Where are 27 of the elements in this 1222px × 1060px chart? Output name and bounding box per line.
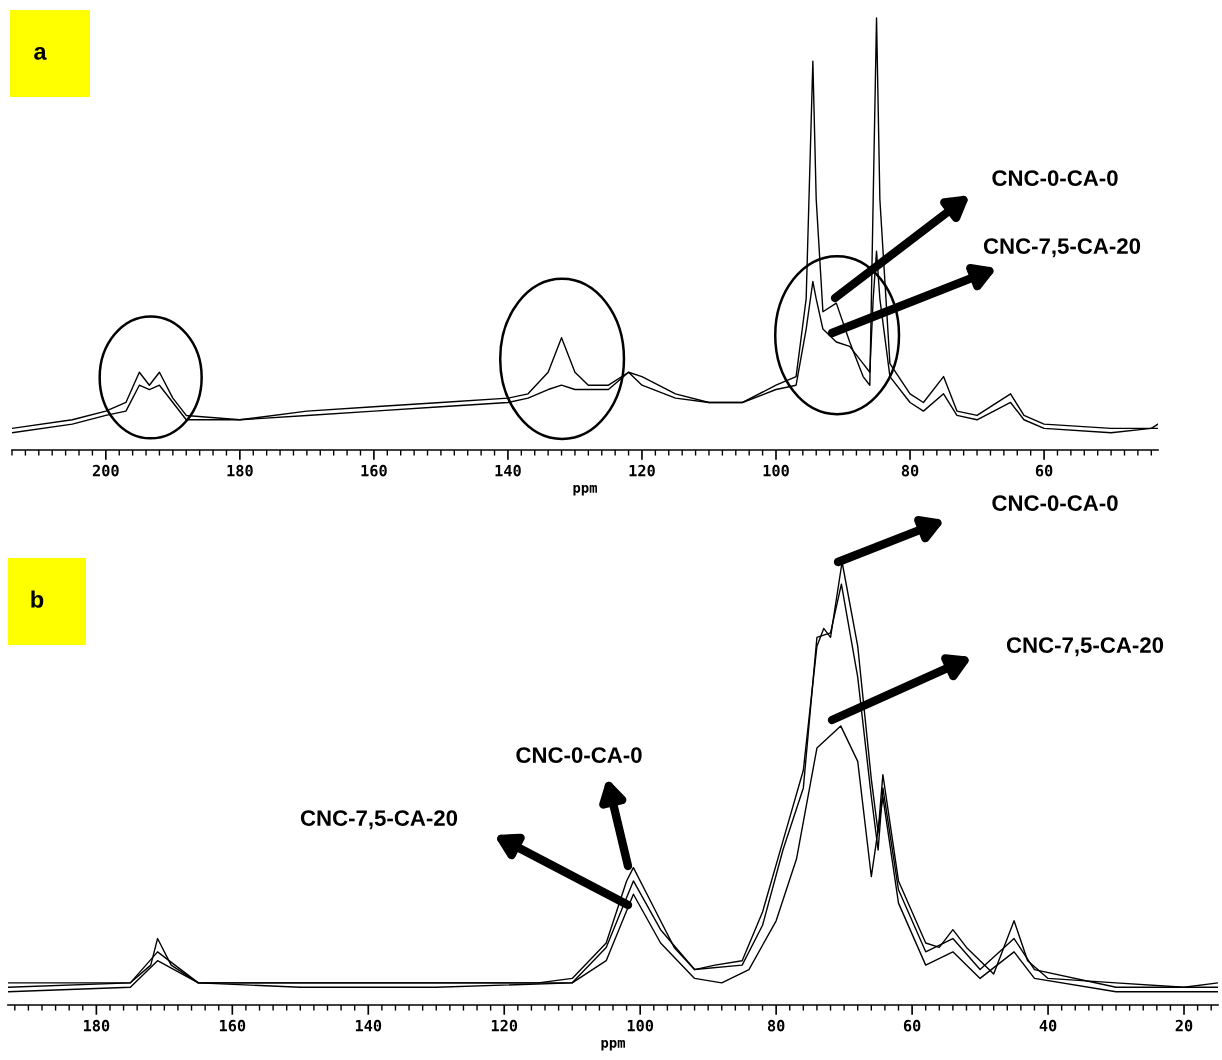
x-tick-label: 200 xyxy=(92,464,119,477)
annotation: CNC-0-CA-0 xyxy=(992,170,1118,186)
x-axis-title: ppm xyxy=(601,1039,626,1051)
x-tick-label: 180 xyxy=(83,1019,110,1032)
x-tick-label: 120 xyxy=(629,464,655,477)
x-tick-label: 100 xyxy=(627,1019,654,1032)
x-tick-label: 60 xyxy=(903,1019,921,1032)
annotation: CNC-7,5-CA-20 xyxy=(983,238,1141,258)
annotation: CNC-7,5-CA-20 xyxy=(300,810,458,830)
text: CNC-0-CA-0 xyxy=(992,495,1118,511)
x-tick-label: 160 xyxy=(361,464,387,477)
text: a xyxy=(34,46,47,60)
x-tick-label: 120 xyxy=(491,1019,518,1032)
x-tick-label: 100 xyxy=(763,464,789,477)
annotation: CNC-0-CA-0 xyxy=(516,747,642,763)
annotation: CNC-7,5-CA-20 xyxy=(1006,637,1164,657)
text: b xyxy=(31,590,44,608)
x-tick-label: 80 xyxy=(901,464,919,477)
x-axis-title: ppm xyxy=(573,484,598,496)
x-tick-label: 180 xyxy=(227,464,253,477)
x-tick-label: 160 xyxy=(219,1019,246,1032)
x-tick-label: 60 xyxy=(1035,464,1053,477)
x-tick-label: 80 xyxy=(767,1019,785,1032)
x-tick-label: 140 xyxy=(495,464,521,477)
x-tick-label: 140 xyxy=(355,1019,382,1032)
x-tick-label: 20 xyxy=(1175,1019,1193,1032)
x-tick-label: 40 xyxy=(1039,1019,1057,1032)
